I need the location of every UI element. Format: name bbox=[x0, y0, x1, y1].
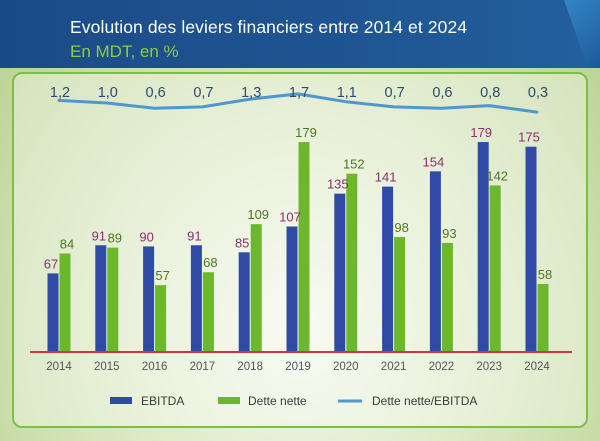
x-tick-label-2018: 2018 bbox=[237, 361, 263, 373]
data-label-ratio-2024: 0,3 bbox=[528, 85, 548, 101]
data-label-ebitda-2023: 179 bbox=[470, 125, 492, 140]
bar-ebitda-2014 bbox=[47, 273, 59, 352]
bar-ebitda-2015 bbox=[95, 245, 107, 352]
data-label-ebitda-2019: 107 bbox=[279, 209, 301, 224]
x-tick-label-2019: 2019 bbox=[285, 361, 311, 373]
bar-dette-nette-2017 bbox=[202, 272, 214, 352]
data-label-ratio-2015: 1,0 bbox=[98, 85, 118, 101]
legend-label-ebitda: EBITDA bbox=[141, 394, 184, 408]
bar-dette-nette-2019 bbox=[298, 142, 310, 352]
bar-ebitda-2024 bbox=[525, 146, 537, 352]
bar-ebitda-2023 bbox=[477, 142, 489, 352]
data-label-ratio-2021: 0,7 bbox=[385, 85, 405, 101]
data-label-ratio-2016: 0,6 bbox=[146, 85, 166, 101]
chart-subtitle: En MDT, en % bbox=[70, 42, 179, 61]
data-label-ebitda-2017: 91 bbox=[187, 228, 201, 243]
data-label-ratio-2018: 1,3 bbox=[241, 85, 261, 101]
data-label-ebitda-2020: 135 bbox=[327, 177, 349, 192]
bar-dette-nette-2018 bbox=[250, 224, 262, 352]
data-label-ebitda-2014: 67 bbox=[44, 256, 58, 271]
bar-dette-nette-2023 bbox=[489, 185, 501, 352]
bar-dette-nette-2016 bbox=[155, 285, 167, 352]
data-label-ratio-2017: 0,7 bbox=[193, 85, 213, 101]
legend-swatch-ebitda bbox=[110, 397, 132, 404]
data-label-ebitda-2022: 154 bbox=[423, 154, 445, 169]
data-label-ebitda-2021: 141 bbox=[375, 170, 397, 185]
data-label-dette-nette-2024: 58 bbox=[538, 267, 552, 282]
bar-dette-nette-2021 bbox=[394, 237, 406, 352]
bar-ebitda-2022 bbox=[429, 171, 441, 352]
legend-label-dette-nette: Dette nette bbox=[248, 394, 307, 408]
data-label-dette-nette-2022: 93 bbox=[442, 226, 456, 241]
data-label-ratio-2023: 0,8 bbox=[480, 85, 500, 101]
data-label-ebitda-2018: 85 bbox=[235, 235, 249, 250]
data-label-dette-nette-2018: 109 bbox=[247, 207, 269, 222]
bar-ebitda-2020 bbox=[334, 193, 346, 352]
bar-ebitda-2017 bbox=[190, 245, 202, 352]
data-label-dette-nette-2021: 98 bbox=[394, 220, 408, 235]
data-label-ebitda-2016: 90 bbox=[139, 229, 153, 244]
data-label-ebitda-2024: 175 bbox=[518, 130, 540, 145]
x-tick-label-2015: 2015 bbox=[94, 361, 120, 373]
legend-swatch-dette-nette bbox=[218, 397, 240, 404]
x-tick-label-2014: 2014 bbox=[46, 361, 72, 373]
data-label-ratio-2019: 1,7 bbox=[289, 85, 309, 101]
x-tick-label-2017: 2017 bbox=[190, 361, 216, 373]
x-tick-label-2024: 2024 bbox=[524, 361, 550, 373]
data-label-dette-nette-2016: 57 bbox=[155, 268, 169, 283]
bar-dette-nette-2015 bbox=[107, 247, 119, 352]
chart-header: Evolution des leviers financiers entre 2… bbox=[0, 0, 600, 68]
bar-ebitda-2016 bbox=[143, 246, 155, 352]
line-dette-nette-ebitda bbox=[57, 92, 539, 114]
data-label-dette-nette-2020: 152 bbox=[343, 157, 365, 172]
bar-dette-nette-2014 bbox=[59, 253, 71, 352]
data-label-dette-nette-2014: 84 bbox=[60, 236, 74, 251]
bar-ebitda-2019 bbox=[286, 226, 298, 352]
data-label-ratio-2014: 1,2 bbox=[50, 85, 70, 101]
bar-dette-nette-2022 bbox=[441, 242, 453, 352]
data-label-ratio-2022: 0,6 bbox=[432, 85, 452, 101]
x-tick-label-2023: 2023 bbox=[476, 361, 502, 373]
data-label-dette-nette-2019: 179 bbox=[295, 125, 317, 140]
data-label-ebitda-2015: 91 bbox=[92, 228, 106, 243]
data-label-dette-nette-2023: 142 bbox=[486, 168, 508, 183]
data-label-dette-nette-2017: 68 bbox=[203, 255, 217, 270]
bar-ebitda-2018 bbox=[238, 252, 250, 352]
x-tick-label-2021: 2021 bbox=[381, 361, 407, 373]
data-label-ratio-2020: 1,1 bbox=[337, 85, 357, 101]
bar-dette-nette-2020 bbox=[346, 173, 358, 352]
x-tick-label-2020: 2020 bbox=[333, 361, 359, 373]
bar-ebitda-2021 bbox=[382, 186, 394, 352]
legend-label-ratio: Dette nette/EBITDA bbox=[372, 394, 477, 408]
data-label-dette-nette-2015: 89 bbox=[108, 231, 122, 246]
chart-title: Evolution des leviers financiers entre 2… bbox=[70, 17, 468, 37]
x-tick-label-2016: 2016 bbox=[142, 361, 168, 373]
x-tick-label-2022: 2022 bbox=[429, 361, 455, 373]
bar-dette-nette-2024 bbox=[537, 283, 549, 352]
